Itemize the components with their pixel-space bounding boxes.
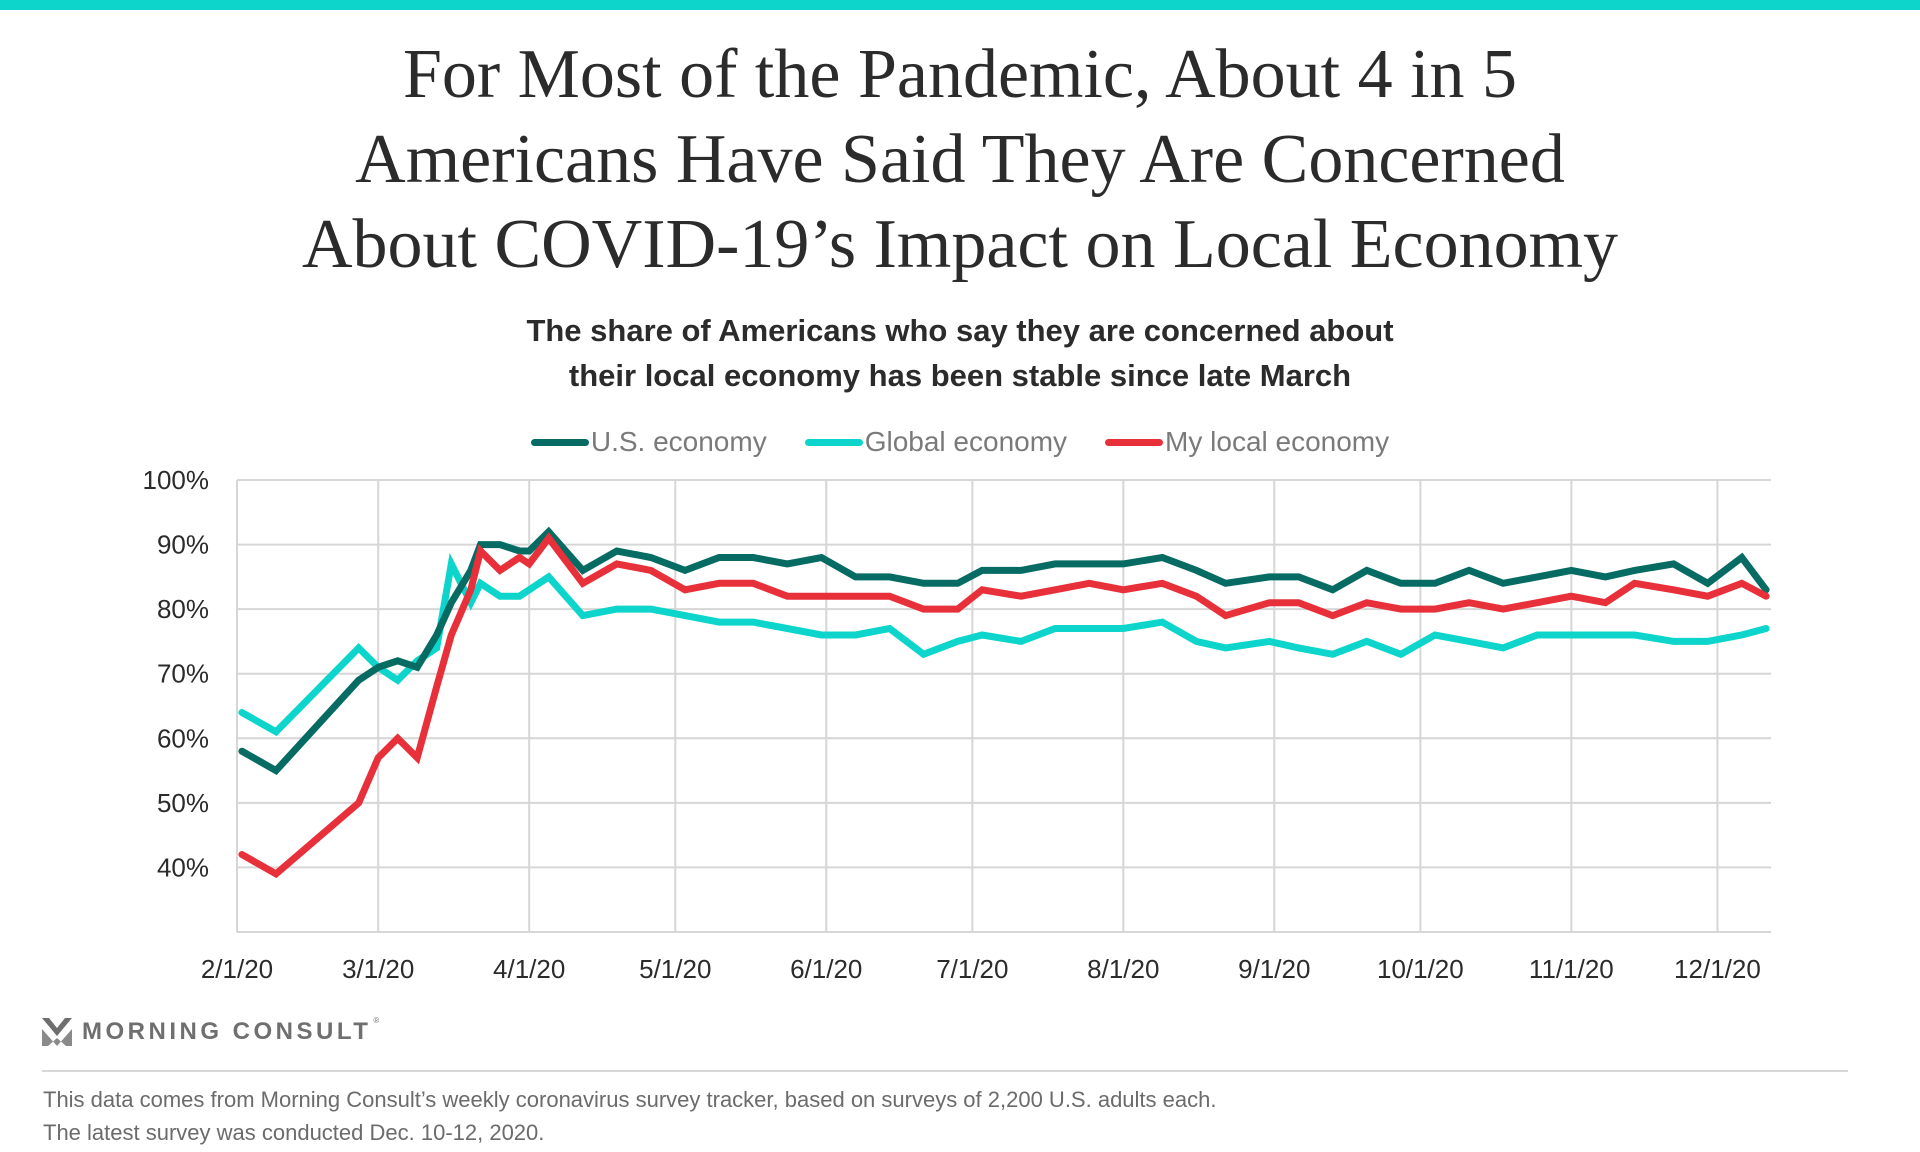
- x-tick-label: 6/1/20: [790, 954, 862, 984]
- x-tick-label: 11/1/20: [1529, 954, 1614, 984]
- source-note-line: The latest survey was conducted Dec. 10-…: [43, 1120, 545, 1145]
- legend-swatch-us-economy: [530, 438, 589, 446]
- chart-subtitle: The share of Americans who say they are …: [0, 308, 1920, 398]
- x-tick-label: 2/1/20: [201, 954, 273, 984]
- legend-item-local-economy: My local economy: [1105, 420, 1389, 464]
- registered-mark: ®: [373, 1016, 380, 1025]
- series-line-global-economy: [238, 552, 1770, 737]
- logo-wordmark: MORNING CONSULT: [82, 1018, 372, 1045]
- x-tick-label: 12/1/20: [1674, 954, 1761, 984]
- x-tick-label: 7/1/20: [936, 954, 1008, 984]
- series-line-us-economy: [238, 526, 1770, 776]
- source-note-line: This data comes from Morning Consult’s w…: [43, 1087, 1217, 1112]
- chart-title-line: For Most of the Pandemic, About 4 in 5: [402, 36, 1518, 113]
- legend-label: U.S. economy: [590, 426, 767, 457]
- chart-title-line: About COVID-19’s Impact on Local Economy: [301, 206, 1619, 283]
- legend-item-us-economy: U.S. economy: [530, 420, 767, 464]
- y-tick-label: 60%: [157, 723, 209, 753]
- legend-swatch-global-economy: [804, 438, 863, 446]
- x-tick-label: 10/1/20: [1377, 954, 1464, 984]
- morning-consult-logo-icon: [42, 1018, 72, 1046]
- y-tick-label: 100%: [143, 465, 210, 495]
- y-axis: 40% 50% 60% 70% 80% 90% 100%: [143, 465, 210, 882]
- source-note: This data comes from Morning Consult’s w…: [43, 1083, 1216, 1149]
- y-tick-label: 70%: [157, 659, 209, 689]
- chart-legend: U.S. economy Global economy My local eco…: [0, 420, 1920, 464]
- morning-consult-logo: MORNING CONSULT ®: [42, 1016, 379, 1048]
- legend-item-global-economy: Global economy: [804, 420, 1068, 464]
- y-tick-label: 80%: [157, 594, 209, 624]
- x-axis: 2/1/20 3/1/20 4/1/20 5/1/20 6/1/20 7/1/20 8/1/…: [201, 954, 1761, 984]
- series-line-local-economy: [238, 532, 1770, 879]
- footer-divider: [42, 1070, 1848, 1072]
- x-tick-label: 9/1/20: [1238, 954, 1310, 984]
- y-tick-label: 90%: [157, 530, 209, 560]
- x-tick-label: 4/1/20: [493, 954, 565, 984]
- y-tick-label: 40%: [157, 852, 209, 882]
- chart-title: For Most of the Pandemic, About 4 in 5 A…: [0, 32, 1920, 287]
- legend-label: My local economy: [1165, 426, 1390, 457]
- chart-grid: [236, 479, 1771, 933]
- chart-title-line: Americans Have Said They Are Concerned: [355, 121, 1565, 198]
- y-tick-label: 50%: [157, 788, 209, 818]
- legend-swatch-local-economy: [1105, 438, 1164, 446]
- brand-top-bar: [0, 0, 1920, 10]
- chart-subtitle-line: their local economy has been stable sinc…: [568, 358, 1352, 393]
- x-tick-label: 8/1/20: [1087, 954, 1159, 984]
- chart-subtitle-line: The share of Americans who say they are …: [526, 313, 1394, 348]
- legend-label: Global economy: [864, 426, 1068, 457]
- x-tick-label: 5/1/20: [639, 954, 711, 984]
- chart-series: [238, 526, 1770, 879]
- x-tick-label: 3/1/20: [342, 954, 414, 984]
